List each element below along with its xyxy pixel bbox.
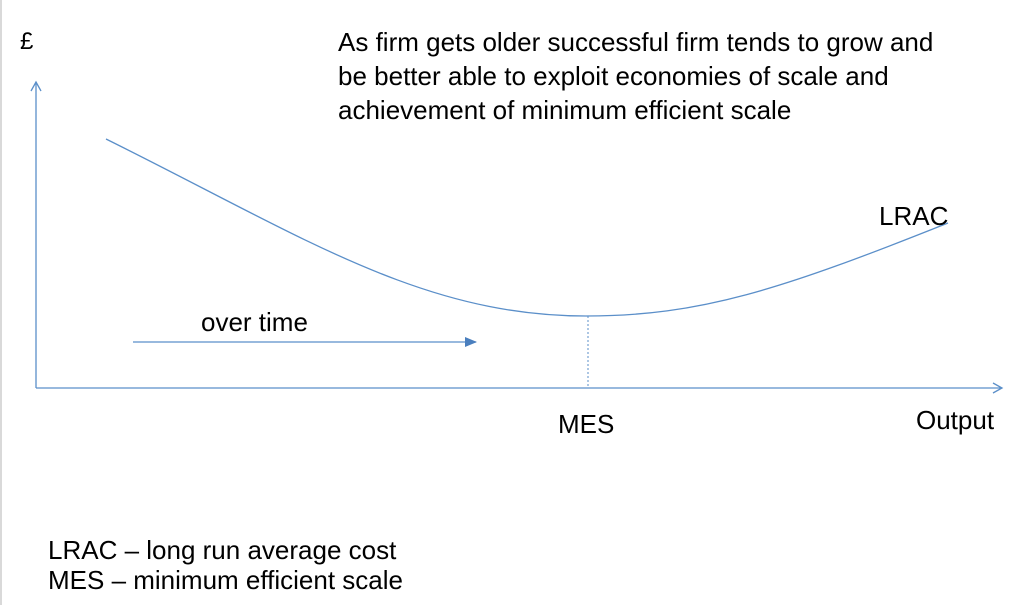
x-axis-label: Output: [916, 405, 995, 435]
caption-line: achievement of minimum efficient scale: [338, 95, 792, 125]
caption: As firm gets older successful firm tends…: [338, 25, 1018, 127]
lrac-curve-label: LRAC: [879, 201, 949, 231]
slide-left-border: [0, 0, 2, 605]
lrac-curve: [105, 138, 949, 317]
legend: LRAC – long run average cost MES – minim…: [48, 535, 403, 595]
caption-line: As firm gets older successful firm tends…: [338, 27, 934, 57]
y-axis-label: £: [20, 28, 34, 55]
mes-label: MES: [558, 409, 615, 439]
legend-line: LRAC – long run average cost: [48, 535, 397, 565]
legend-line: MES – minimum efficient scale: [48, 565, 403, 595]
over-time-label: over time: [201, 307, 308, 337]
caption-line: be better able to exploit economies of s…: [338, 61, 889, 91]
